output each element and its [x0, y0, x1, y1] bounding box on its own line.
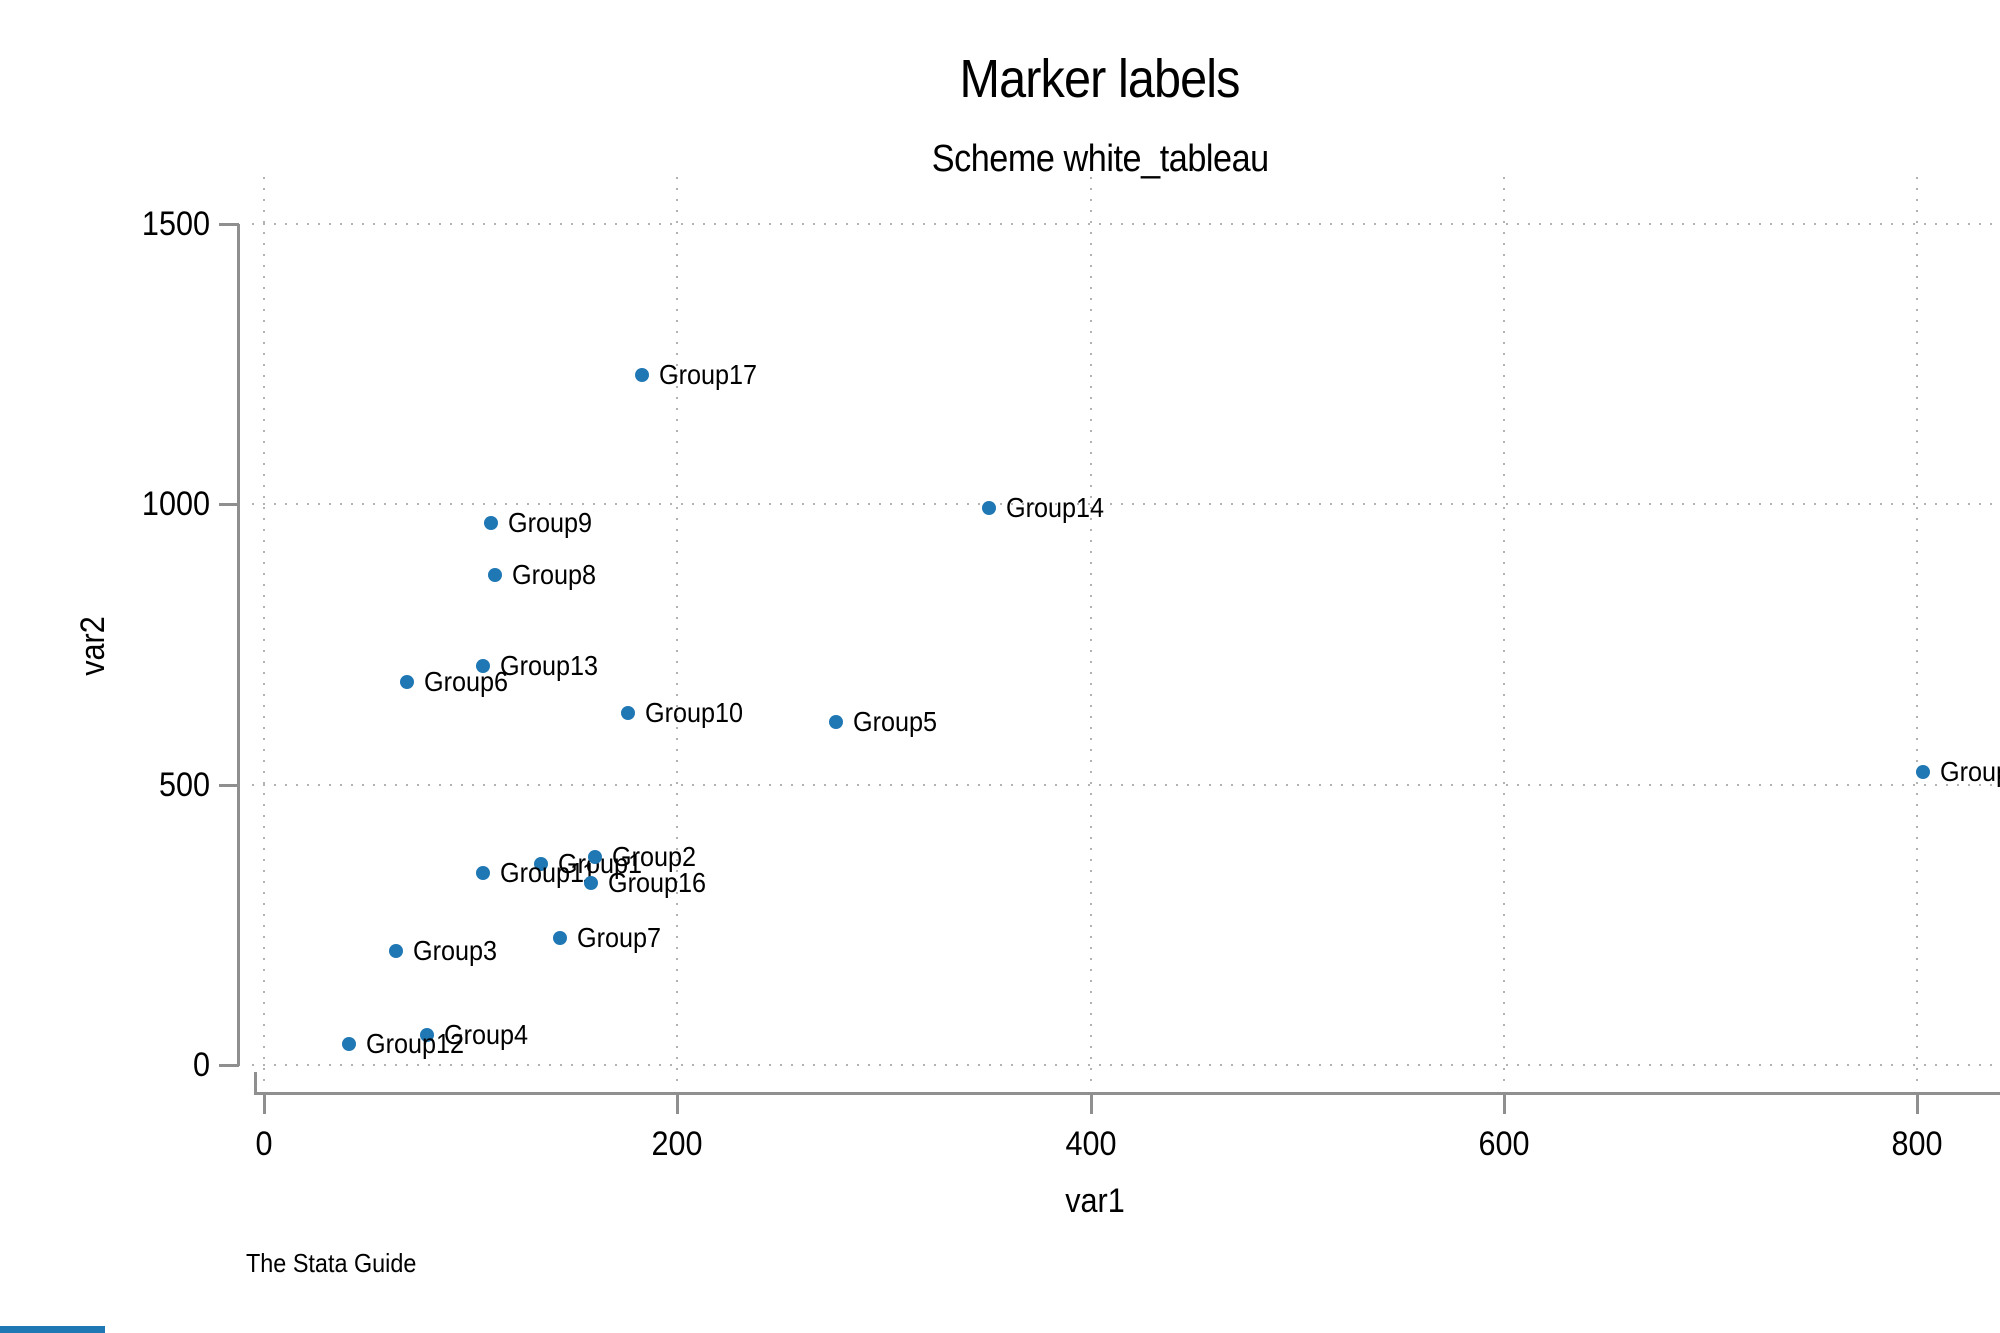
point-label: Group15: [1940, 755, 2000, 787]
data-point: [389, 944, 404, 959]
data-point: [488, 567, 503, 582]
x-tick-label: 200: [651, 1125, 703, 1163]
x-tick-label: 0: [255, 1125, 273, 1163]
point-label: Group4: [444, 1018, 529, 1050]
point-label: Group8: [512, 558, 597, 590]
h-gridline: [252, 783, 2000, 786]
v-gridline: [1916, 177, 1919, 1086]
point-label: Group3: [413, 935, 498, 967]
data-point: [982, 501, 997, 516]
y-tick-mark: [219, 222, 239, 226]
point-label: Group2: [611, 840, 696, 872]
x-tick-label: 800: [1891, 1125, 1943, 1163]
data-point: [533, 857, 548, 872]
point-label: Group14: [1006, 492, 1105, 524]
data-point: [399, 675, 414, 690]
v-gridline: [1089, 177, 1092, 1086]
point-label: Group6: [423, 666, 508, 698]
data-point: [420, 1027, 435, 1042]
point-label: Group11: [500, 857, 597, 889]
y-tick-label: 0: [192, 1046, 210, 1084]
data-point: [620, 705, 635, 720]
y-tick-mark: [219, 783, 239, 787]
x-axis-line: [254, 1092, 2000, 1095]
data-point: [587, 849, 602, 864]
y-tick-label: 1000: [141, 485, 210, 524]
h-gridline: [252, 1064, 2000, 1066]
point-label: Group16: [607, 866, 706, 898]
chart-subtitle-text: Scheme white_tableau: [931, 138, 1269, 180]
point-label: Group17: [659, 358, 758, 390]
x-axis-title: var1: [1065, 1182, 1125, 1220]
point-label: Group9: [508, 506, 593, 538]
data-point: [635, 367, 650, 382]
chart-title-text: Marker labels: [959, 49, 1241, 109]
data-point: [1916, 764, 1931, 779]
data-point: [583, 875, 598, 890]
v-gridline: [676, 177, 679, 1086]
chart-subtitle: Scheme white_tableau: [195, 138, 2000, 180]
y-axis-line: [237, 224, 240, 1066]
y-tick-mark: [219, 1064, 239, 1067]
point-label: Group13: [500, 649, 599, 681]
x-tick-mark: [1089, 1095, 1093, 1114]
point-label: Group10: [644, 696, 743, 728]
x-tick-label: 400: [1065, 1125, 1117, 1163]
chart-caption: The Stata Guide: [246, 1248, 417, 1278]
point-label: Group5: [853, 705, 938, 737]
x-tick-mark: [1502, 1095, 1506, 1114]
y-tick-mark: [219, 503, 239, 507]
h-gridline: [252, 503, 2000, 506]
v-gridline: [1502, 177, 1505, 1086]
data-point: [341, 1037, 356, 1052]
data-point: [829, 714, 844, 729]
point-label: Group12: [365, 1028, 464, 1060]
v-gridline: [263, 177, 265, 1086]
h-gridline: [252, 222, 2000, 225]
y-tick-label: 500: [158, 765, 210, 804]
x-axis-cap: [254, 1072, 257, 1092]
point-label: Group7: [576, 921, 661, 953]
chart-title: Marker labels: [195, 50, 2000, 108]
x-tick-mark: [263, 1095, 266, 1114]
data-point: [484, 515, 499, 530]
data-point: [476, 658, 491, 673]
x-tick-label: 600: [1478, 1125, 1530, 1163]
y-tick-label: 1500: [141, 204, 210, 243]
data-point: [552, 930, 567, 945]
x-tick-mark: [1916, 1095, 1920, 1114]
brand-bar: [0, 1326, 105, 1333]
data-point: [476, 866, 491, 881]
x-tick-mark: [676, 1095, 680, 1114]
